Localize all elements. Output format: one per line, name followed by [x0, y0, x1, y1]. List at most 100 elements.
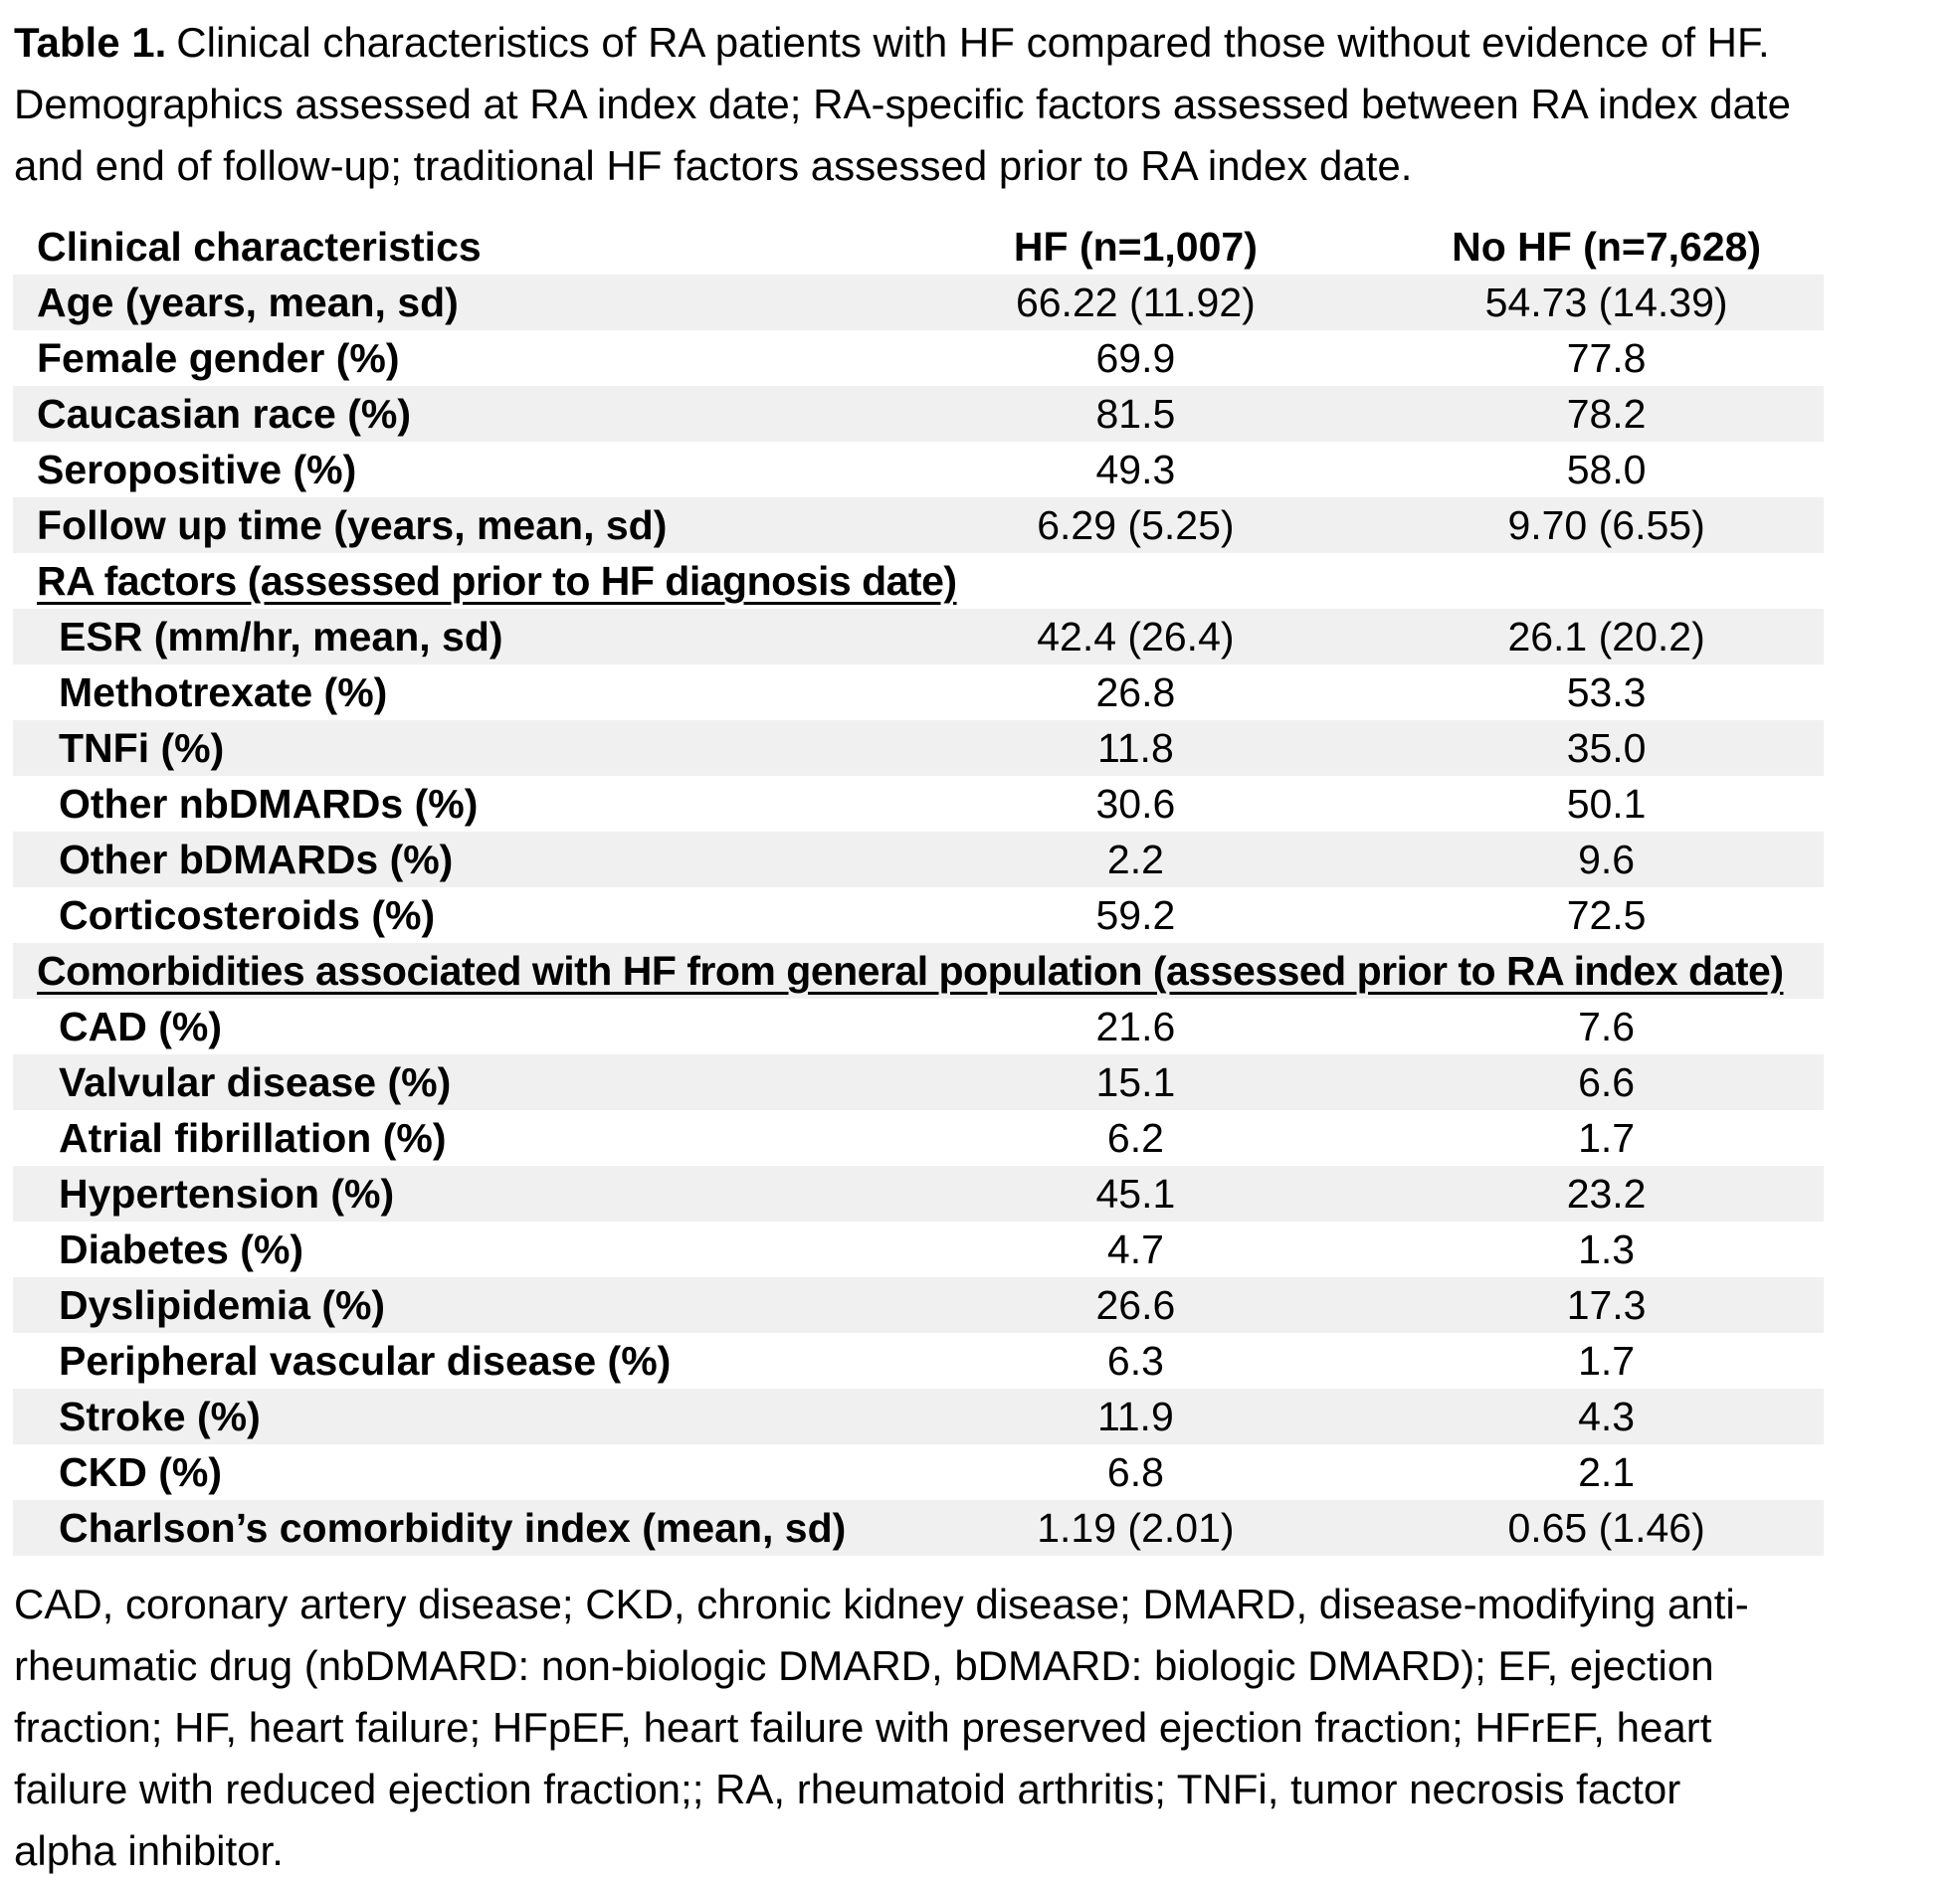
- table-row-diabetes: Diabetes (%) 4.7 1.3: [13, 1222, 1824, 1277]
- nohf-value: 4.3: [1389, 1389, 1824, 1444]
- nohf-value: 1.7: [1578, 1114, 1636, 1161]
- row-label: TNFi (%): [13, 720, 882, 776]
- table-row-other-nbdmards: Other nbDMARDs (%) 30.6 50.1: [13, 776, 1824, 832]
- row-label: Charlson’s comorbidity index (mean, sd): [13, 1500, 882, 1556]
- hf-value: 69.9: [1095, 334, 1176, 381]
- footnote: CAD, coronary artery disease; CKD, chron…: [14, 1574, 1946, 1882]
- table-row-female-gender: Female gender (%) 69.9 77.8: [13, 330, 1824, 386]
- row-label: Corticosteroids (%): [59, 891, 436, 938]
- nohf-value: 9.6: [1389, 832, 1824, 887]
- table-row-seropositive: Seropositive (%) 49.3 58.0: [13, 442, 1824, 497]
- column-header-no-hf: No HF (n=7,628): [1452, 223, 1762, 270]
- hf-value: 81.5: [882, 386, 1390, 442]
- row-label: Peripheral vascular disease (%): [59, 1337, 672, 1384]
- table-row-caucasian-race: Caucasian race (%) 81.5 78.2: [13, 386, 1824, 442]
- section-header-label: Comorbidities associated with HF from ge…: [13, 943, 1824, 999]
- table-row-esr: ESR (mm/hr, mean, sd) 42.4 (26.4) 26.1 (…: [13, 609, 1824, 664]
- page-title: Table 1. Clinical characteristics of RA p…: [0, 0, 1960, 197]
- hf-value: 59.2: [1095, 891, 1176, 938]
- hf-value: 21.6: [1095, 1003, 1176, 1049]
- table-number-label: Table 1.: [14, 19, 167, 66]
- table-row-corticosteroids: Corticosteroids (%) 59.2 72.5: [13, 887, 1824, 943]
- row-label: Hypertension (%): [13, 1166, 882, 1222]
- hf-value: 2.2: [882, 832, 1390, 887]
- section-header-label: RA factors (assessed prior to HF diagnos…: [37, 557, 957, 604]
- footnote-line: fraction; HF, heart failure; HFpEF, hear…: [14, 1704, 1712, 1751]
- nohf-value: 6.6: [1389, 1054, 1824, 1110]
- nohf-value: 53.3: [1566, 668, 1647, 715]
- hf-value: 26.6: [882, 1277, 1390, 1333]
- hf-value: 6.8: [1106, 1448, 1164, 1495]
- hf-value: 6.29 (5.25): [882, 497, 1390, 553]
- hf-value: 15.1: [882, 1054, 1390, 1110]
- table-row-other-bdmards: Other bDMARDs (%) 2.2 9.6: [13, 832, 1824, 887]
- title-line-3: and end of follow-up; traditional HF fac…: [14, 142, 1413, 189]
- hf-value: 6.2: [1106, 1114, 1164, 1161]
- hf-value: 42.4 (26.4): [882, 609, 1390, 664]
- nohf-value: 17.3: [1389, 1277, 1824, 1333]
- table-row-age: Age (years, mean, sd) 66.22 (11.92) 54.7…: [13, 275, 1824, 330]
- row-label: Age (years, mean, sd): [13, 275, 882, 330]
- table-row-charlson-index: Charlson’s comorbidity index (mean, sd) …: [13, 1500, 1824, 1556]
- footnote-line: alpha inhibitor.: [14, 1827, 284, 1874]
- row-label: Stroke (%): [13, 1389, 882, 1444]
- nohf-value: 1.7: [1578, 1337, 1636, 1384]
- row-label: Diabetes (%): [59, 1226, 304, 1272]
- row-label: Follow up time (years, mean, sd): [13, 497, 882, 553]
- hf-value: 6.3: [1106, 1337, 1164, 1384]
- row-label: Female gender (%): [37, 334, 400, 381]
- nohf-value: 2.1: [1578, 1448, 1636, 1495]
- hf-value: 49.3: [1095, 446, 1176, 492]
- hf-value: 66.22 (11.92): [882, 275, 1390, 330]
- nohf-value: 77.8: [1566, 334, 1647, 381]
- section-header-row-comorbidities: Comorbidities associated with HF from ge…: [13, 943, 1824, 999]
- table-row-cad: CAD (%) 21.6 7.6: [13, 999, 1824, 1054]
- table-row-ckd: CKD (%) 6.8 2.1: [13, 1444, 1824, 1500]
- row-label: CAD (%): [59, 1003, 222, 1049]
- hf-value: 26.8: [1095, 668, 1176, 715]
- nohf-value: 9.70 (6.55): [1389, 497, 1824, 553]
- footnote-line: failure with reduced ejection fraction;;…: [14, 1766, 1681, 1812]
- row-label: Methotrexate (%): [59, 668, 388, 715]
- table-row-peripheral-vascular-disease: Peripheral vascular disease (%) 6.3 1.7: [13, 1333, 1824, 1389]
- nohf-value: 50.1: [1566, 780, 1647, 827]
- hf-value: 1.19 (2.01): [882, 1500, 1390, 1556]
- nohf-value: 72.5: [1566, 891, 1647, 938]
- table-row-follow-up-time: Follow up time (years, mean, sd) 6.29 (5…: [13, 497, 1824, 553]
- footnote-line: rheumatic drug (nbDMARD: non-biologic DM…: [14, 1642, 1714, 1689]
- nohf-value: 0.65 (1.46): [1389, 1500, 1824, 1556]
- hf-value: 30.6: [1095, 780, 1176, 827]
- hf-value: 11.9: [882, 1389, 1390, 1444]
- nohf-value: 35.0: [1389, 720, 1824, 776]
- row-label: CKD (%): [59, 1448, 222, 1495]
- table-row-valvular-disease: Valvular disease (%) 15.1 6.6: [13, 1054, 1824, 1110]
- row-label: ESR (mm/hr, mean, sd): [13, 609, 882, 664]
- row-label: Other nbDMARDs (%): [59, 780, 479, 827]
- hf-value: 45.1: [882, 1166, 1390, 1222]
- row-label: Valvular disease (%): [13, 1054, 882, 1110]
- row-label: Other bDMARDs (%): [13, 832, 882, 887]
- nohf-value: 7.6: [1578, 1003, 1636, 1049]
- table-row-dyslipidemia: Dyslipidemia (%) 26.6 17.3: [13, 1277, 1824, 1333]
- nohf-value: 54.73 (14.39): [1389, 275, 1824, 330]
- footnote-line: CAD, coronary artery disease; CKD, chron…: [14, 1581, 1749, 1627]
- column-header-hf: HF (n=1,007): [1013, 223, 1258, 270]
- section-header-row-ra-factors: RA factors (assessed prior to HF diagnos…: [13, 553, 1824, 609]
- column-header-characteristics: Clinical characteristics: [37, 223, 482, 270]
- clinical-characteristics-table: Clinical characteristics HF (n=1,007) No…: [13, 219, 1824, 1556]
- row-label: Dyslipidemia (%): [13, 1277, 882, 1333]
- title-text: Clinical characteristics of RA patients …: [176, 19, 1770, 66]
- title-line-2: Demographics assessed at RA index date; …: [14, 81, 1791, 127]
- table-row-hypertension: Hypertension (%) 45.1 23.2: [13, 1166, 1824, 1222]
- title-line-1: Table 1. Clinical characteristics of RA p…: [14, 12, 1946, 74]
- row-label: Atrial fibrillation (%): [59, 1114, 447, 1161]
- table-row-stroke: Stroke (%) 11.9 4.3: [13, 1389, 1824, 1444]
- row-label: Seropositive (%): [37, 446, 357, 492]
- nohf-value: 1.3: [1578, 1226, 1636, 1272]
- table-row-methotrexate: Methotrexate (%) 26.8 53.3: [13, 664, 1824, 720]
- hf-value: 11.8: [882, 720, 1390, 776]
- nohf-value: 23.2: [1389, 1166, 1824, 1222]
- table-row-tnfi: TNFi (%) 11.8 35.0: [13, 720, 1824, 776]
- table-row-atrial-fibrillation: Atrial fibrillation (%) 6.2 1.7: [13, 1110, 1824, 1166]
- header-row: Clinical characteristics HF (n=1,007) No…: [13, 219, 1824, 275]
